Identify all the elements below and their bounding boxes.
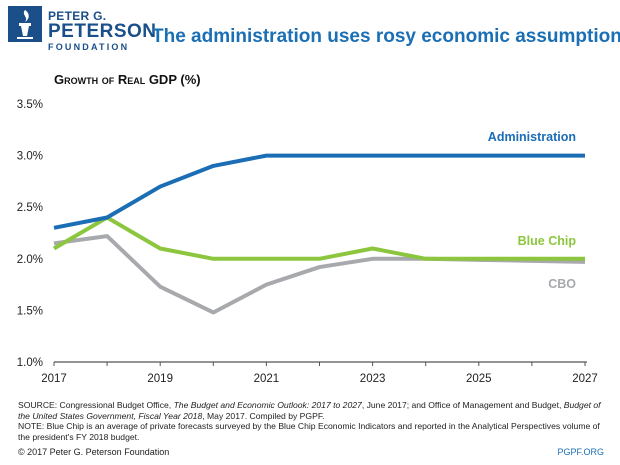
x-tick-label: 2017 (41, 373, 67, 385)
source-suffix: , May 2017. Compiled by PGPF. (202, 410, 325, 421)
y-tick-label: 3.5% (17, 99, 43, 111)
x-tick-label: 2027 (572, 373, 598, 385)
x-tick-label: 2023 (360, 373, 386, 385)
logo-text-line2: PETERSON (48, 21, 157, 42)
copyright: © 2017 Peter G. Peterson Foundation (18, 447, 170, 457)
y-tick-label: 2.5% (17, 202, 43, 214)
series-line-administration (53, 153, 585, 230)
series-line-cbo (53, 234, 586, 315)
source-prefix: SOURCE: Congressional Budget Office, (18, 400, 174, 410)
torch-logo-icon (8, 6, 42, 42)
source-mid: , June 2017; and Office of Management an… (361, 400, 564, 410)
logo-text-line3: FOUNDATION (48, 42, 130, 52)
x-tick-label: 2025 (466, 373, 492, 385)
logo-text-line1: PETER G. (48, 9, 107, 23)
y-tick-label: 1.0% (17, 357, 43, 369)
y-tick-label: 3.0% (17, 151, 43, 163)
site-link[interactable]: PGPF.ORG (557, 447, 604, 457)
note-text: NOTE: Blue Chip is an average of private… (18, 421, 600, 442)
x-tick-label: 2019 (147, 373, 173, 385)
y-tick-label: 2.0% (17, 254, 43, 266)
chart-title: Growth of Real GDP (%) (54, 72, 201, 87)
line-chart: 1.0% 1.5% 2.0% 2.5% 3.0% 3.5% 2017 2019 2021 2023… (17, 99, 598, 385)
series-label-administration: Administration (488, 130, 576, 144)
source-title-omb: Budget of the United States Government, … (18, 400, 601, 421)
series-label-blue-chip: Blue Chip (518, 234, 577, 248)
y-tick-label: 1.5% (17, 305, 43, 317)
x-tick-label: 2021 (254, 373, 280, 385)
source-notes: SOURCE: Congressional Budget Office, The… (18, 400, 608, 442)
series-line-blue-chip (52, 215, 585, 261)
pgpf-logo: PETER G. PETERSON FOUNDATION (8, 6, 156, 56)
series-label-cbo: CBO (548, 277, 576, 291)
source-title-cbo: The Budget and Economic Outlook: 2017 to… (173, 400, 362, 410)
headline: The administration uses rosy economic as… (152, 26, 620, 47)
